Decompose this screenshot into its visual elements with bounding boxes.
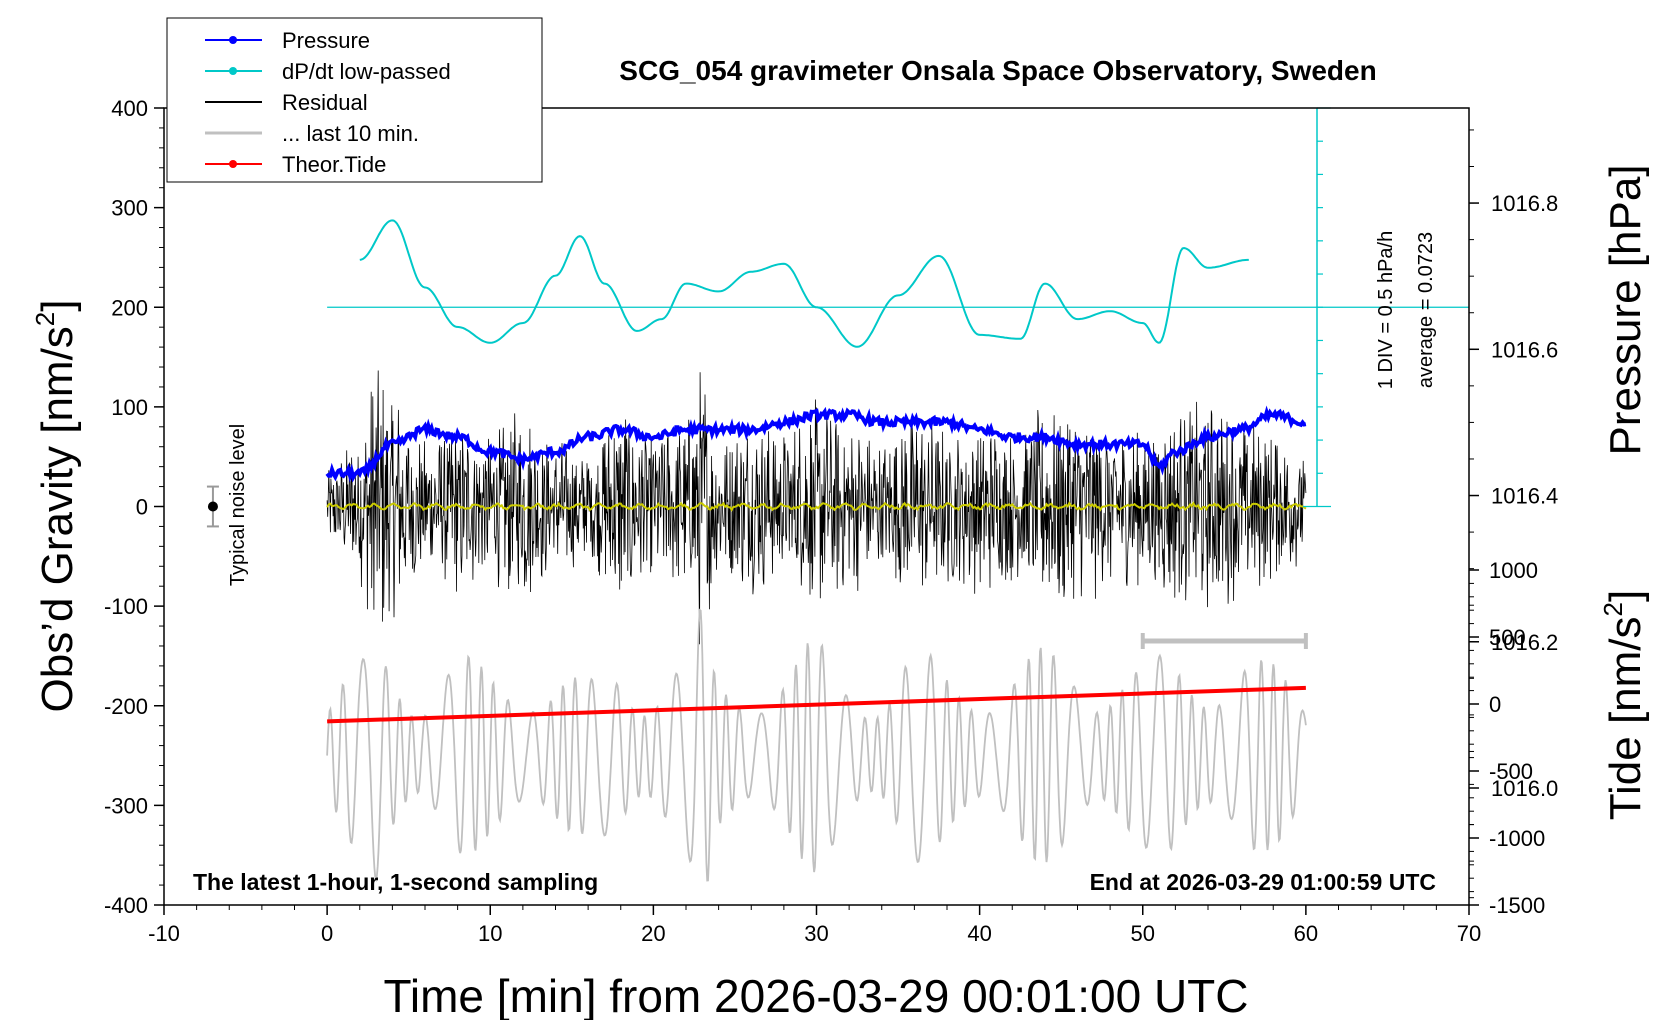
y-axis-label-tide: Tide [nm/s2] [1598, 590, 1650, 820]
y-tick-label: 0 [136, 495, 148, 520]
legend-marker [229, 160, 237, 168]
tide-tick-label: 500 [1489, 625, 1526, 650]
y-tick-label: -300 [104, 793, 148, 818]
x-tick-label: 70 [1457, 921, 1481, 946]
legend: Pressure dP/dt low-passed Residual ... last… [166, 17, 543, 183]
dpdt-trace [327, 219, 1469, 348]
x-tick-label: -10 [148, 921, 180, 946]
pressure-line [325, 405, 1307, 483]
x-tick-label: 40 [967, 921, 991, 946]
last-10-min-line [326, 608, 1307, 883]
legend-label: Residual [282, 90, 368, 115]
legend-label: dP/dt low-passed [282, 59, 451, 84]
last-10-min-bar [1140, 632, 1308, 649]
y-tick-label: 200 [111, 295, 148, 320]
theor-tide-line [327, 685, 1306, 724]
y-axis-label-pressure: Pressure [hPa] [1601, 164, 1650, 455]
legend-marker [229, 67, 237, 75]
y-tick-label: -100 [104, 594, 148, 619]
tide-tick-label: -1000 [1489, 826, 1545, 851]
annotation-left: The latest 1-hour, 1-second sampling [193, 869, 598, 895]
y-tick-label: 100 [111, 395, 148, 420]
dpdt-scale-label: 1 DIV = 0.5 hPa/h [1375, 231, 1397, 389]
noise-label: Typical noise level [227, 424, 249, 586]
pressure-tick-label: 1016.4 [1491, 484, 1558, 509]
legend-marker [229, 36, 237, 44]
y-axis-tide: -1500 -1000 -500 0 500 1000 [1469, 558, 1545, 918]
pressure-tick-label: 1016.8 [1491, 191, 1558, 216]
pressure-tick-label: 1016.0 [1491, 776, 1558, 801]
tide-tick-label: 1000 [1489, 558, 1538, 583]
x-tick-label: 50 [1131, 921, 1155, 946]
residual-mean-trace [326, 501, 1307, 512]
x-axis: -10 0 10 20 30 40 50 60 70 [148, 905, 1481, 946]
last-10-min-trace [326, 608, 1307, 883]
dpdt-scale-axis [1303, 107, 1331, 508]
dpdt-line [359, 219, 1249, 348]
noise-indicator [206, 485, 219, 528]
tide-tick-label: 0 [1489, 692, 1501, 717]
y-tick-label: 300 [111, 196, 148, 221]
x-tick-label: 0 [321, 921, 333, 946]
chart-title: SCG_054 gravimeter Onsala Space Observat… [619, 55, 1376, 86]
tide-tick-label: -1500 [1489, 893, 1545, 918]
y-tick-label: 400 [111, 96, 148, 121]
theor-tide-trace [327, 685, 1306, 724]
legend-label: Theor.Tide [282, 152, 386, 177]
x-tick-label: 20 [641, 921, 665, 946]
pressure-trace [325, 405, 1307, 483]
legend-box [166, 17, 543, 183]
legend-label: Pressure [282, 28, 370, 53]
tide-tick-label: -500 [1489, 759, 1533, 784]
x-tick-label: 30 [804, 921, 828, 946]
x-tick-label: 10 [478, 921, 502, 946]
pressure-tick-label: 1016.2 [1491, 630, 1558, 655]
y-axis-label-gravity: Obs’d Gravity [nm/s2] [30, 299, 82, 712]
noise-dot [207, 501, 218, 512]
dpdt-average-label: average = 0.0723 [1415, 232, 1437, 388]
annotation-right: End at 2026-03-29 01:00:59 UTC [1090, 869, 1436, 895]
residual-mean-line [326, 501, 1307, 512]
legend-label: ... last 10 min. [282, 121, 419, 146]
y-tick-label: -400 [104, 893, 148, 918]
x-axis-label: Time [min] from 2026-03-29 00:01:00 UTC [384, 970, 1249, 1020]
y-tick-label: -200 [104, 694, 148, 719]
y-axis-pressure: 1016.0 1016.2 1016.4 1016.6 1016.8 [1469, 129, 1558, 899]
pressure-tick-label: 1016.6 [1491, 337, 1558, 362]
x-tick-label: 60 [1294, 921, 1318, 946]
y-axis-gravity: -400 -300 -200 -100 0 100 200 300 400 [104, 96, 164, 918]
